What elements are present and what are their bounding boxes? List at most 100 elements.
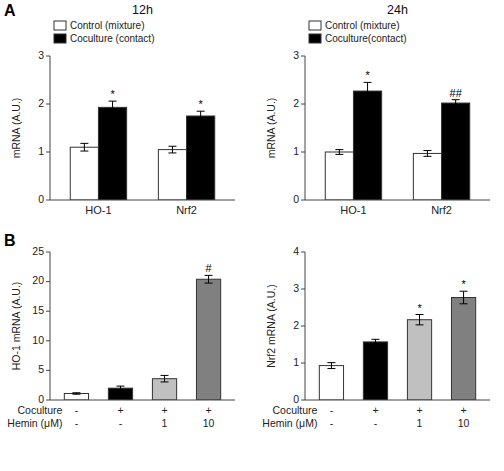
y-tick-label: 0 <box>38 193 44 205</box>
x-tick-label: 1 <box>417 417 423 429</box>
y-axis-label: mRNA (A.U.) <box>10 98 22 159</box>
bar <box>442 103 470 200</box>
legend-label: Control (mixture) <box>325 20 399 31</box>
panel: #-+++Coculture--110Hemin (μM)0510152025H… <box>4 232 235 429</box>
x-tick-label: + <box>461 404 467 416</box>
x-tick-label: HO-1 <box>85 204 111 216</box>
x-axis-line <box>50 400 235 401</box>
error-line <box>120 386 121 390</box>
marks <box>325 82 469 200</box>
error-cap <box>335 154 343 155</box>
y-tick <box>46 104 50 105</box>
y-tick <box>301 400 305 401</box>
error-line <box>455 100 456 107</box>
error-bar <box>109 101 117 113</box>
y-tick-label: 2 <box>38 97 44 109</box>
x-tick-label: HO-1 <box>340 204 366 216</box>
bar <box>108 388 132 400</box>
error-cap <box>416 324 424 325</box>
error-line <box>208 275 209 283</box>
panel: **HO-1Nrf20123mRNA (A.U.)12hControl (mix… <box>4 2 235 216</box>
error-bar <box>327 363 335 369</box>
bar <box>319 366 343 400</box>
legend-label: Control (mixture) <box>70 20 144 31</box>
error-line <box>112 101 113 113</box>
y-tick-label: 15 <box>32 304 44 316</box>
legend-swatch <box>54 34 66 43</box>
legend-item: Control (mixture) <box>309 20 399 31</box>
error-bar <box>335 150 343 155</box>
panel: **-+++Coculture--110Hemin (μM)01234Nrf2 … <box>262 245 490 429</box>
error-cap <box>452 99 460 100</box>
legend-item: Coculture(contact) <box>309 33 407 44</box>
error-cap <box>460 303 468 304</box>
panel-label: A <box>4 2 16 19</box>
error-line <box>84 143 85 151</box>
error-cap <box>109 113 117 114</box>
error-cap <box>335 149 343 150</box>
error-line <box>331 363 332 369</box>
y-tick-label: 5 <box>38 363 44 375</box>
y-tick-label: 2 <box>293 319 299 331</box>
y-tick <box>301 104 305 105</box>
error-bar <box>116 386 124 390</box>
y-axis-line <box>50 252 51 400</box>
error-line <box>419 315 420 325</box>
y-tick-label: 4 <box>293 245 299 257</box>
y-tick <box>301 252 305 253</box>
significance-label: * <box>461 278 466 290</box>
error-bar <box>460 291 468 304</box>
x-tick-label: - <box>330 417 334 429</box>
x-axis-line <box>50 200 235 201</box>
bar <box>98 107 126 200</box>
y-axis-label: mRNA (A.U.) <box>265 98 277 159</box>
significance-label: * <box>110 88 115 100</box>
x-tick-label: - <box>75 417 79 429</box>
error-line <box>172 146 173 153</box>
legend: Control (mixture) Coculture(contact) <box>309 20 407 44</box>
bar <box>353 91 381 200</box>
error-cap <box>72 394 80 395</box>
y-tick <box>46 252 50 253</box>
figure: * * HO-1 Nrf2 0 1 2 3 mRNA (A.U.) 12h Control (mix… <box>0 0 504 471</box>
error-bar <box>168 146 176 153</box>
y-tick-label: 20 <box>32 274 44 286</box>
legend-swatch <box>54 21 66 30</box>
error-line <box>463 291 464 304</box>
x-tick-label: - <box>374 417 378 429</box>
error-cap <box>364 82 372 83</box>
legend-item: Control (mixture) <box>54 20 144 31</box>
x-tick-label: + <box>416 404 422 416</box>
x-tick-label: Nrf2 <box>176 204 197 216</box>
bar <box>413 153 441 200</box>
error-cap <box>460 291 468 292</box>
y-axis-line <box>50 56 51 200</box>
error-bar <box>423 151 431 157</box>
error-cap <box>371 339 379 340</box>
error-cap <box>423 150 431 151</box>
panel-label: B <box>4 232 16 249</box>
legend-label: Coculture (contact) <box>70 33 154 44</box>
error-cap <box>168 146 176 147</box>
x-tick-label: Nrf2 <box>431 204 452 216</box>
error-bar <box>72 393 80 394</box>
x-tick-label: - <box>119 417 123 429</box>
error-cap <box>80 143 88 144</box>
chart-title: 12h <box>132 3 153 17</box>
panel: *##HO-1Nrf20123mRNA (A.U.)24hControl (mi… <box>265 3 490 216</box>
y-tick-label: 10 <box>32 334 44 346</box>
y-tick <box>46 56 50 57</box>
y-tick <box>301 152 305 153</box>
y-tick <box>46 311 50 312</box>
y-tick-label: 25 <box>32 245 44 257</box>
y-tick-label: 3 <box>38 49 44 61</box>
error-cap <box>327 362 335 363</box>
marks <box>319 291 475 400</box>
x-axis-line <box>305 200 490 201</box>
bar <box>70 147 98 200</box>
error-bar <box>205 275 213 283</box>
error-line <box>339 150 340 155</box>
error-line <box>164 375 165 382</box>
bar <box>152 379 176 400</box>
error-line <box>427 151 428 157</box>
